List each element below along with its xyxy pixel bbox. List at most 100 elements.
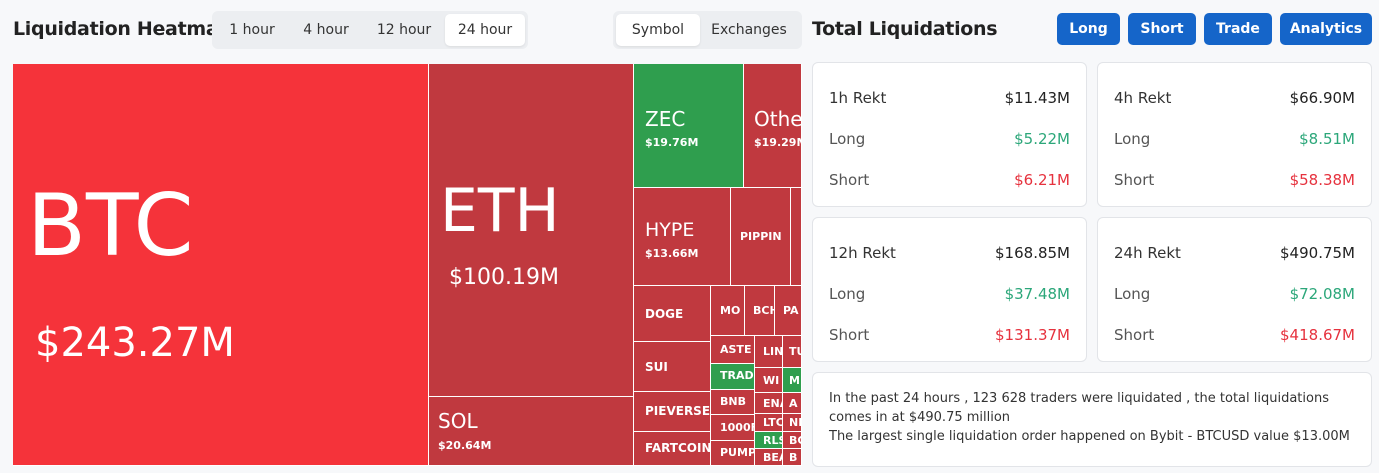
heatmap-title: Liquidation Heatmap: [13, 18, 232, 40]
cell-symbol: ENA: [763, 397, 782, 410]
tab-1-hour[interactable]: 1 hour: [229, 22, 275, 38]
analytics-button[interactable]: Analytics: [1280, 13, 1372, 45]
cell-symbol: BNB: [720, 395, 746, 408]
card-total: $490.75M: [1280, 244, 1355, 262]
rekt-card-24h: 24h Rekt $490.75M Long $72.08M Short $418.6…: [1097, 217, 1372, 362]
card-label: 1h Rekt: [829, 89, 887, 107]
tab-4-hour[interactable]: 4 hour: [303, 22, 349, 38]
short-label: Short: [829, 326, 870, 344]
heatmap-cell-b[interactable]: B: [783, 449, 802, 466]
view-tabs: Symbol Exchanges: [613, 11, 802, 49]
heatmap-cell-a[interactable]: A: [783, 393, 802, 414]
heatmap-cell-pa[interactable]: PA: [775, 286, 802, 336]
cell-symbol: BCH: [753, 304, 774, 317]
rekt-card-1h: 1h Rekt $11.43M Long $5.22M Short $6.21M: [812, 62, 1087, 207]
short-value: $58.38M: [1289, 171, 1355, 189]
heatmap-cell-sui[interactable]: SUI: [634, 342, 711, 392]
long-label: Long: [1114, 130, 1151, 148]
short-button[interactable]: Short: [1128, 13, 1196, 45]
cell-symbol: LIN: [763, 345, 783, 358]
heatmap-cell-bea[interactable]: BEA: [755, 449, 783, 466]
heatmap-cell-aster[interactable]: ASTE: [711, 336, 755, 364]
heatmap-cell-tu[interactable]: TU: [783, 336, 802, 368]
cell-symbol: MO: [720, 304, 741, 317]
total-liquidations-title: Total Liquidations: [812, 18, 998, 40]
cell-symbol: DOGE: [645, 307, 684, 321]
heatmap-cell-others[interactable]: Othe $19.29M: [744, 64, 802, 188]
cell-symbol: SUI: [645, 360, 668, 374]
cell-value: $243.27M: [35, 320, 235, 366]
heatmap-cell-pieverse[interactable]: PIEVERSE: [634, 392, 711, 432]
cell-value: $100.19M: [449, 265, 559, 290]
tab-symbol[interactable]: Symbol: [616, 14, 700, 46]
heatmap-cell-zec[interactable]: ZEC $19.76M: [634, 64, 744, 188]
heatmap-cell-lin[interactable]: LIN: [755, 336, 783, 368]
heatmap-cell-trad[interactable]: TRAD: [711, 364, 755, 390]
heatmap-cell-ni[interactable]: NI: [783, 414, 802, 432]
cell-value: $19.29M: [754, 136, 801, 149]
heatmap-cell-1000f[interactable]: 1000F: [711, 415, 755, 441]
card-label: 4h Rekt: [1114, 89, 1172, 107]
heatmap-cell-small[interactable]: [791, 188, 802, 286]
heatmap-cell-wi[interactable]: WI: [755, 368, 783, 393]
cell-symbol: ETH: [440, 176, 560, 246]
liquidation-heatmap: BTC $243.27M ETH $100.19M SOL $20.64M ZE…: [13, 64, 802, 466]
heatmap-cell-pippin[interactable]: PIPPIN: [731, 188, 791, 286]
short-value: $418.67M: [1280, 326, 1355, 344]
cell-symbol: M: [789, 374, 800, 387]
heatmap-cell-rls[interactable]: RLS: [755, 432, 783, 449]
cell-value: $13.66M: [645, 247, 699, 260]
short-label: Short: [1114, 171, 1155, 189]
heatmap-cell-bc[interactable]: BC: [783, 432, 802, 449]
cell-symbol: ZEC: [645, 107, 686, 131]
cell-symbol: SOL: [438, 409, 478, 433]
cell-symbol: BTC: [27, 176, 194, 276]
cell-value: $20.64M: [438, 439, 492, 452]
card-label: 12h Rekt: [829, 244, 896, 262]
tab-12-hour[interactable]: 12 hour: [376, 22, 432, 38]
heatmap-cell-btc[interactable]: BTC $243.27M: [13, 64, 429, 466]
cell-symbol: FARTCOIN: [645, 441, 711, 455]
cell-symbol: TRAD: [720, 369, 754, 382]
heatmap-cell-doge[interactable]: DOGE: [634, 286, 711, 342]
long-value: $5.22M: [1014, 130, 1070, 148]
cell-symbol: A: [789, 397, 798, 410]
heatmap-cell-fartcoin[interactable]: FARTCOIN: [634, 432, 711, 466]
cell-symbol: PUMP: [720, 446, 755, 459]
summary-line-2: The largest single liquidation order hap…: [829, 429, 1350, 444]
cell-symbol: BEA: [763, 451, 782, 464]
summary-line-1: In the past 24 hours , 123 628 traders w…: [829, 391, 1329, 425]
liquidation-summary: In the past 24 hours , 123 628 traders w…: [812, 372, 1372, 467]
long-value: $8.51M: [1299, 130, 1355, 148]
cell-symbol: PIPPIN: [740, 230, 782, 243]
tab-exchanges[interactable]: Exchanges: [711, 22, 787, 38]
trade-button[interactable]: Trade: [1204, 13, 1272, 45]
heatmap-cell-ena[interactable]: ENA: [755, 393, 783, 414]
heatmap-cell-m[interactable]: M: [783, 368, 802, 393]
cell-value: $19.76M: [645, 136, 699, 149]
cell-symbol: LTC: [763, 416, 783, 429]
heatmap-cell-sol[interactable]: SOL $20.64M: [429, 397, 634, 466]
long-button[interactable]: Long: [1057, 13, 1120, 45]
heatmap-cell-hype[interactable]: HYPE $13.66M: [634, 188, 731, 286]
heatmap-cell-eth[interactable]: ETH $100.19M: [429, 64, 634, 397]
cell-symbol: NI: [789, 416, 802, 429]
rekt-card-12h: 12h Rekt $168.85M Long $37.48M Short $131.3…: [812, 217, 1087, 362]
cell-symbol: ASTE: [720, 343, 752, 356]
heatmap-cell-bnb[interactable]: BNB: [711, 390, 755, 415]
cell-symbol: B: [789, 451, 798, 464]
time-range-tabs: 1 hour 4 hour 12 hour 24 hour: [212, 11, 528, 49]
long-value: $72.08M: [1289, 285, 1355, 303]
cell-symbol: Othe: [754, 107, 802, 131]
heatmap-cell-ltc[interactable]: LTC: [755, 414, 783, 432]
tab-24-hour[interactable]: 24 hour: [445, 14, 525, 46]
cell-symbol: 1000F: [720, 421, 755, 434]
heatmap-cell-bch[interactable]: BCH: [745, 286, 775, 336]
cell-symbol: HYPE: [645, 219, 695, 241]
heatmap-cell-pump[interactable]: PUMP: [711, 441, 755, 466]
rekt-card-4h: 4h Rekt $66.90M Long $8.51M Short $58.38M: [1097, 62, 1372, 207]
short-label: Short: [1114, 326, 1155, 344]
cell-symbol: PA: [783, 304, 799, 317]
heatmap-cell-mo[interactable]: MO: [711, 286, 745, 336]
